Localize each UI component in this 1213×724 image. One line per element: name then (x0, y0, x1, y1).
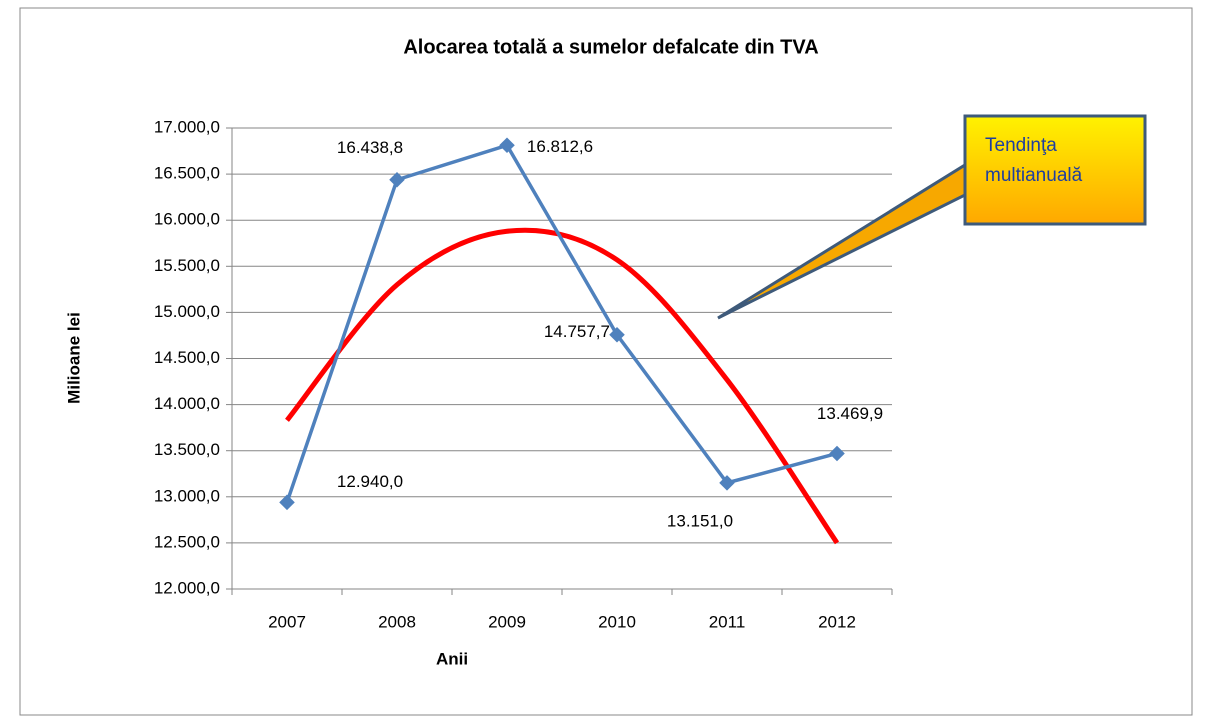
x-axis-title: Anii (436, 649, 468, 668)
data-label: 13.469,9 (817, 404, 883, 423)
trend-line (285, 227, 840, 545)
data-point (389, 171, 405, 188)
x-tick-label: 2011 (709, 612, 746, 631)
data-label: 12.940,0 (337, 472, 403, 491)
x-tick-label: 2007 (268, 612, 306, 631)
data-label: 16.438,8 (337, 138, 403, 157)
data-label: 13.151,0 (667, 511, 733, 530)
data-label: 14.757,7 (544, 322, 610, 341)
data-label: 16.812,6 (527, 137, 593, 156)
x-tick-label: 2010 (598, 612, 636, 631)
callout-box (963, 114, 1147, 226)
y-tick-label: 17.000,0 (154, 117, 220, 136)
callout: Tendinţa multianuală (717, 114, 1147, 320)
y-tick-label: 14.000,0 (154, 394, 220, 413)
y-tick-label: 12.000,0 (154, 578, 220, 597)
y-tick-label: 16.000,0 (154, 210, 220, 229)
x-tick-label: 2012 (818, 612, 856, 631)
y-tick-label: 15.000,0 (154, 302, 220, 321)
y-tick-label: 13.000,0 (154, 486, 220, 505)
chart-title: Alocarea totală a sumelor defalcate din … (403, 36, 818, 58)
data-line (285, 143, 838, 503)
y-tick-label: 14.500,0 (154, 348, 220, 367)
y-tick-label: 15.500,0 (154, 256, 220, 275)
data-point (499, 137, 515, 154)
y-tick-label: 16.500,0 (154, 164, 220, 183)
x-tick-label: 2008 (378, 612, 416, 631)
y-axis-title: Milioane lei (64, 312, 83, 404)
y-tick-label: 13.500,0 (154, 440, 220, 459)
y-tick-label: 12.500,0 (154, 532, 220, 551)
callout-text: Tendinţa multianuală (985, 135, 1083, 186)
x-tick-label: 2009 (488, 612, 526, 631)
